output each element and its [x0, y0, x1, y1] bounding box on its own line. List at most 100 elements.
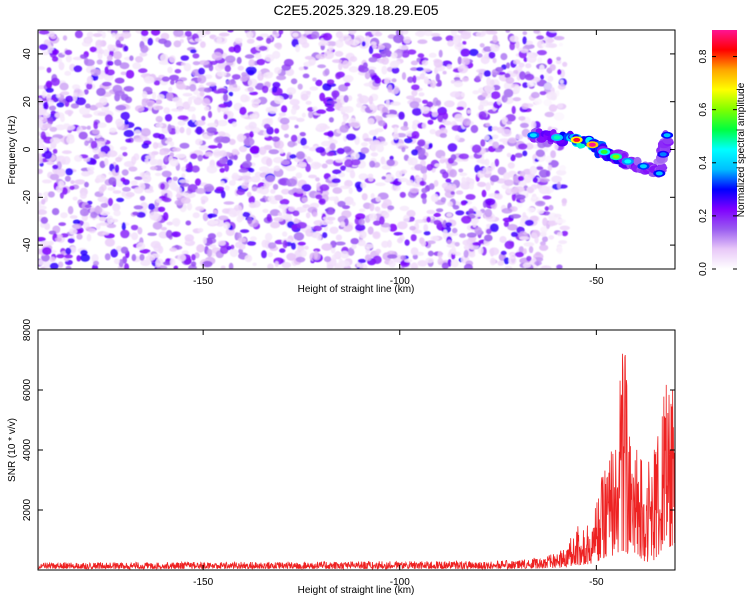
- spectrogram-cell: [380, 141, 388, 146]
- spectrogram-cell: [557, 69, 562, 75]
- spectrogram-cell: [121, 222, 126, 231]
- spectrogram-cell: [121, 169, 129, 176]
- spectrogram-cell: [84, 181, 89, 188]
- spectrogram-frame: [37, 29, 676, 270]
- spectrogram-cell: [137, 227, 143, 235]
- spectrogram-cell: [529, 165, 538, 175]
- spectrogram-cell: [205, 30, 211, 35]
- spectrogram-cell: [480, 56, 490, 65]
- spectrogram-cell: [478, 246, 484, 255]
- spectrogram-cell: [431, 35, 443, 42]
- spectrogram-cell: [59, 82, 69, 91]
- spectrogram-cell: [433, 212, 442, 218]
- spectrogram-cell: [241, 72, 248, 77]
- spectrogram-cell: [557, 103, 564, 109]
- spectrogram-cell: [213, 209, 218, 215]
- spectrogram-cell: [175, 193, 182, 198]
- spectrogram-cell: [157, 206, 166, 212]
- spectrogram-cell: [231, 172, 240, 181]
- spectrogram-x-axis-label: Height of straight line (km): [298, 284, 415, 295]
- spectrogram-cell: [213, 151, 224, 156]
- spectrogram-cell: [183, 62, 192, 72]
- spectrogram-cell: [286, 87, 297, 95]
- spectrogram-cell: [261, 239, 268, 248]
- spectrogram-cell: [439, 127, 448, 135]
- spectrogram-cell: [249, 131, 254, 138]
- spectrogram-cell: [64, 109, 74, 115]
- spectrogram-cell: [157, 94, 165, 100]
- spectrogram-cell: [399, 191, 406, 198]
- spectrogram-cell: [70, 103, 79, 109]
- spectrogram-cell: [405, 179, 414, 186]
- spectrogram-cell: [553, 112, 565, 121]
- spectrogram-cell: [518, 181, 527, 187]
- spectrogram-cell: [332, 187, 343, 194]
- spectrogram-cell: [134, 138, 144, 143]
- spectrogram-cell: [337, 200, 346, 208]
- spectrogram-cell: [319, 92, 326, 102]
- signal-point-core: [573, 137, 581, 142]
- spectrogram-cell: [152, 142, 159, 149]
- spectrogram-cell: [509, 241, 515, 247]
- spectrogram-cell: [223, 222, 231, 229]
- spectrogram-cell: [181, 62, 186, 66]
- spectrogram-cell: [187, 119, 198, 128]
- spectrogram-cell: [484, 234, 493, 242]
- spectrogram-cell: [58, 61, 65, 71]
- spectrogram-cell: [556, 264, 563, 269]
- spectrogram-cell: [41, 247, 52, 255]
- spectrogram-cell: [266, 157, 273, 167]
- snr-x-ticks: -150 -100 -50: [193, 330, 604, 588]
- spectrogram-panel: -150 -100 -50 -40 -20 0 20 40 Height of straig…: [7, 29, 676, 295]
- spectrogram-cell: [246, 241, 257, 246]
- spectrogram-cell: [455, 190, 464, 195]
- spectrogram-cell: [329, 226, 339, 234]
- spectrogram-cell: [124, 119, 129, 125]
- spectrogram-cell: [297, 241, 306, 246]
- spectrogram-cell: [437, 257, 444, 266]
- spectrogram-cell: [74, 154, 83, 162]
- spectrogram-cell: [517, 175, 525, 182]
- spectrogram-cell: [510, 214, 522, 219]
- spectrogram-cell: [459, 233, 467, 238]
- spectrogram-cell: [318, 198, 326, 205]
- spectrogram-cell: [327, 196, 339, 201]
- spectrogram-cell: [394, 185, 399, 190]
- spectrogram-cell: [456, 106, 465, 111]
- spectrogram-cell: [559, 79, 564, 84]
- spectrogram-cell: [194, 120, 206, 126]
- spectrogram-cell: [362, 62, 368, 69]
- spectrogram-cell: [485, 182, 491, 191]
- spectrogram-cell: [249, 91, 258, 96]
- spectrogram-cell: [46, 67, 52, 73]
- spectrogram-cell: [410, 60, 419, 66]
- spectrogram-cell: [554, 213, 562, 218]
- signal-point-core: [659, 152, 667, 157]
- spectrogram-cell: [334, 101, 341, 110]
- spectrogram-cell: [542, 195, 552, 200]
- spectrogram-cell: [49, 262, 59, 269]
- spectrogram-cell: [114, 90, 125, 97]
- spectrogram-cell: [128, 166, 138, 172]
- spectrogram-cell: [104, 158, 109, 166]
- spectrogram-cell: [461, 77, 469, 82]
- spectrogram-cell: [435, 100, 441, 106]
- spectrogram-cell: [123, 86, 135, 92]
- spectrogram-cell: [435, 82, 442, 87]
- spectrogram-cell: [406, 95, 415, 100]
- spectrogram-cell: [79, 54, 87, 59]
- spectrogram-cell: [292, 32, 299, 37]
- spectrogram-cell: [497, 166, 507, 176]
- signal-point-core: [553, 135, 561, 140]
- spectrogram-cell: [169, 258, 176, 266]
- spectrogram-cell: [338, 62, 343, 71]
- spectrogram-cell: [45, 87, 54, 93]
- signal-point-core: [600, 149, 608, 154]
- spectrogram-cell: [184, 234, 195, 242]
- spectrogram-cell: [86, 233, 92, 242]
- spectrogram-cell: [38, 30, 50, 35]
- x-tick-label: -100: [390, 276, 410, 287]
- spectrogram-cell: [215, 186, 225, 192]
- spectrogram-cell: [524, 219, 534, 226]
- spectrogram-cell: [107, 44, 114, 51]
